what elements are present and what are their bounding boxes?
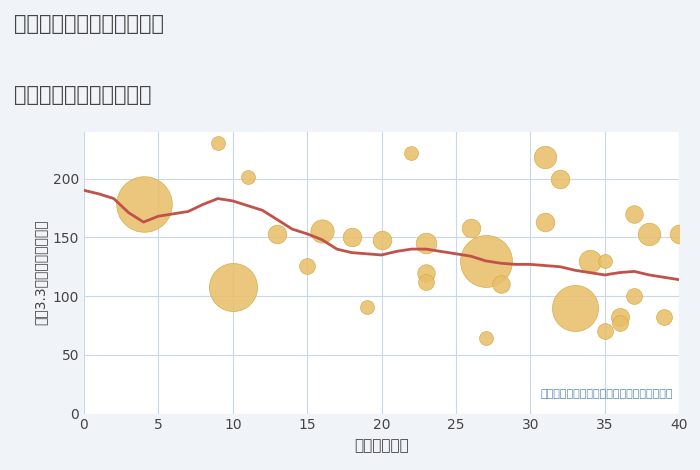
Point <box>629 292 640 300</box>
Point <box>614 320 625 327</box>
Point <box>480 257 491 265</box>
Point <box>540 218 551 226</box>
Text: 築年数別中古戸建て価格: 築年数別中古戸建て価格 <box>14 85 151 105</box>
Point <box>212 140 223 147</box>
Point <box>495 281 506 288</box>
Point <box>227 283 238 290</box>
Point <box>480 335 491 342</box>
Point <box>421 269 432 276</box>
Point <box>673 230 685 237</box>
Point <box>569 304 580 312</box>
Point <box>465 224 476 232</box>
Point <box>644 230 655 237</box>
Point <box>540 154 551 161</box>
Point <box>361 303 372 311</box>
Point <box>629 210 640 218</box>
Y-axis label: 平（3.3㎡）単価（万円）: 平（3.3㎡）単価（万円） <box>33 220 47 325</box>
Point <box>599 257 610 265</box>
Point <box>406 149 417 157</box>
Point <box>421 278 432 286</box>
Point <box>242 174 253 181</box>
Point <box>346 234 357 241</box>
Point <box>659 313 670 321</box>
Point <box>376 236 387 243</box>
Point <box>302 262 313 269</box>
Point <box>272 230 283 237</box>
Text: 円の大きさは、取引のあった物件面積を示す: 円の大きさは、取引のあった物件面積を示す <box>540 390 673 400</box>
X-axis label: 築年数（年）: 築年数（年） <box>354 438 409 453</box>
Point <box>614 313 625 321</box>
Point <box>421 239 432 247</box>
Point <box>599 328 610 335</box>
Text: 大阪府大阪市北区浪花町の: 大阪府大阪市北区浪花町の <box>14 14 164 34</box>
Point <box>316 227 328 235</box>
Point <box>554 175 566 182</box>
Point <box>138 201 149 208</box>
Point <box>584 257 595 265</box>
